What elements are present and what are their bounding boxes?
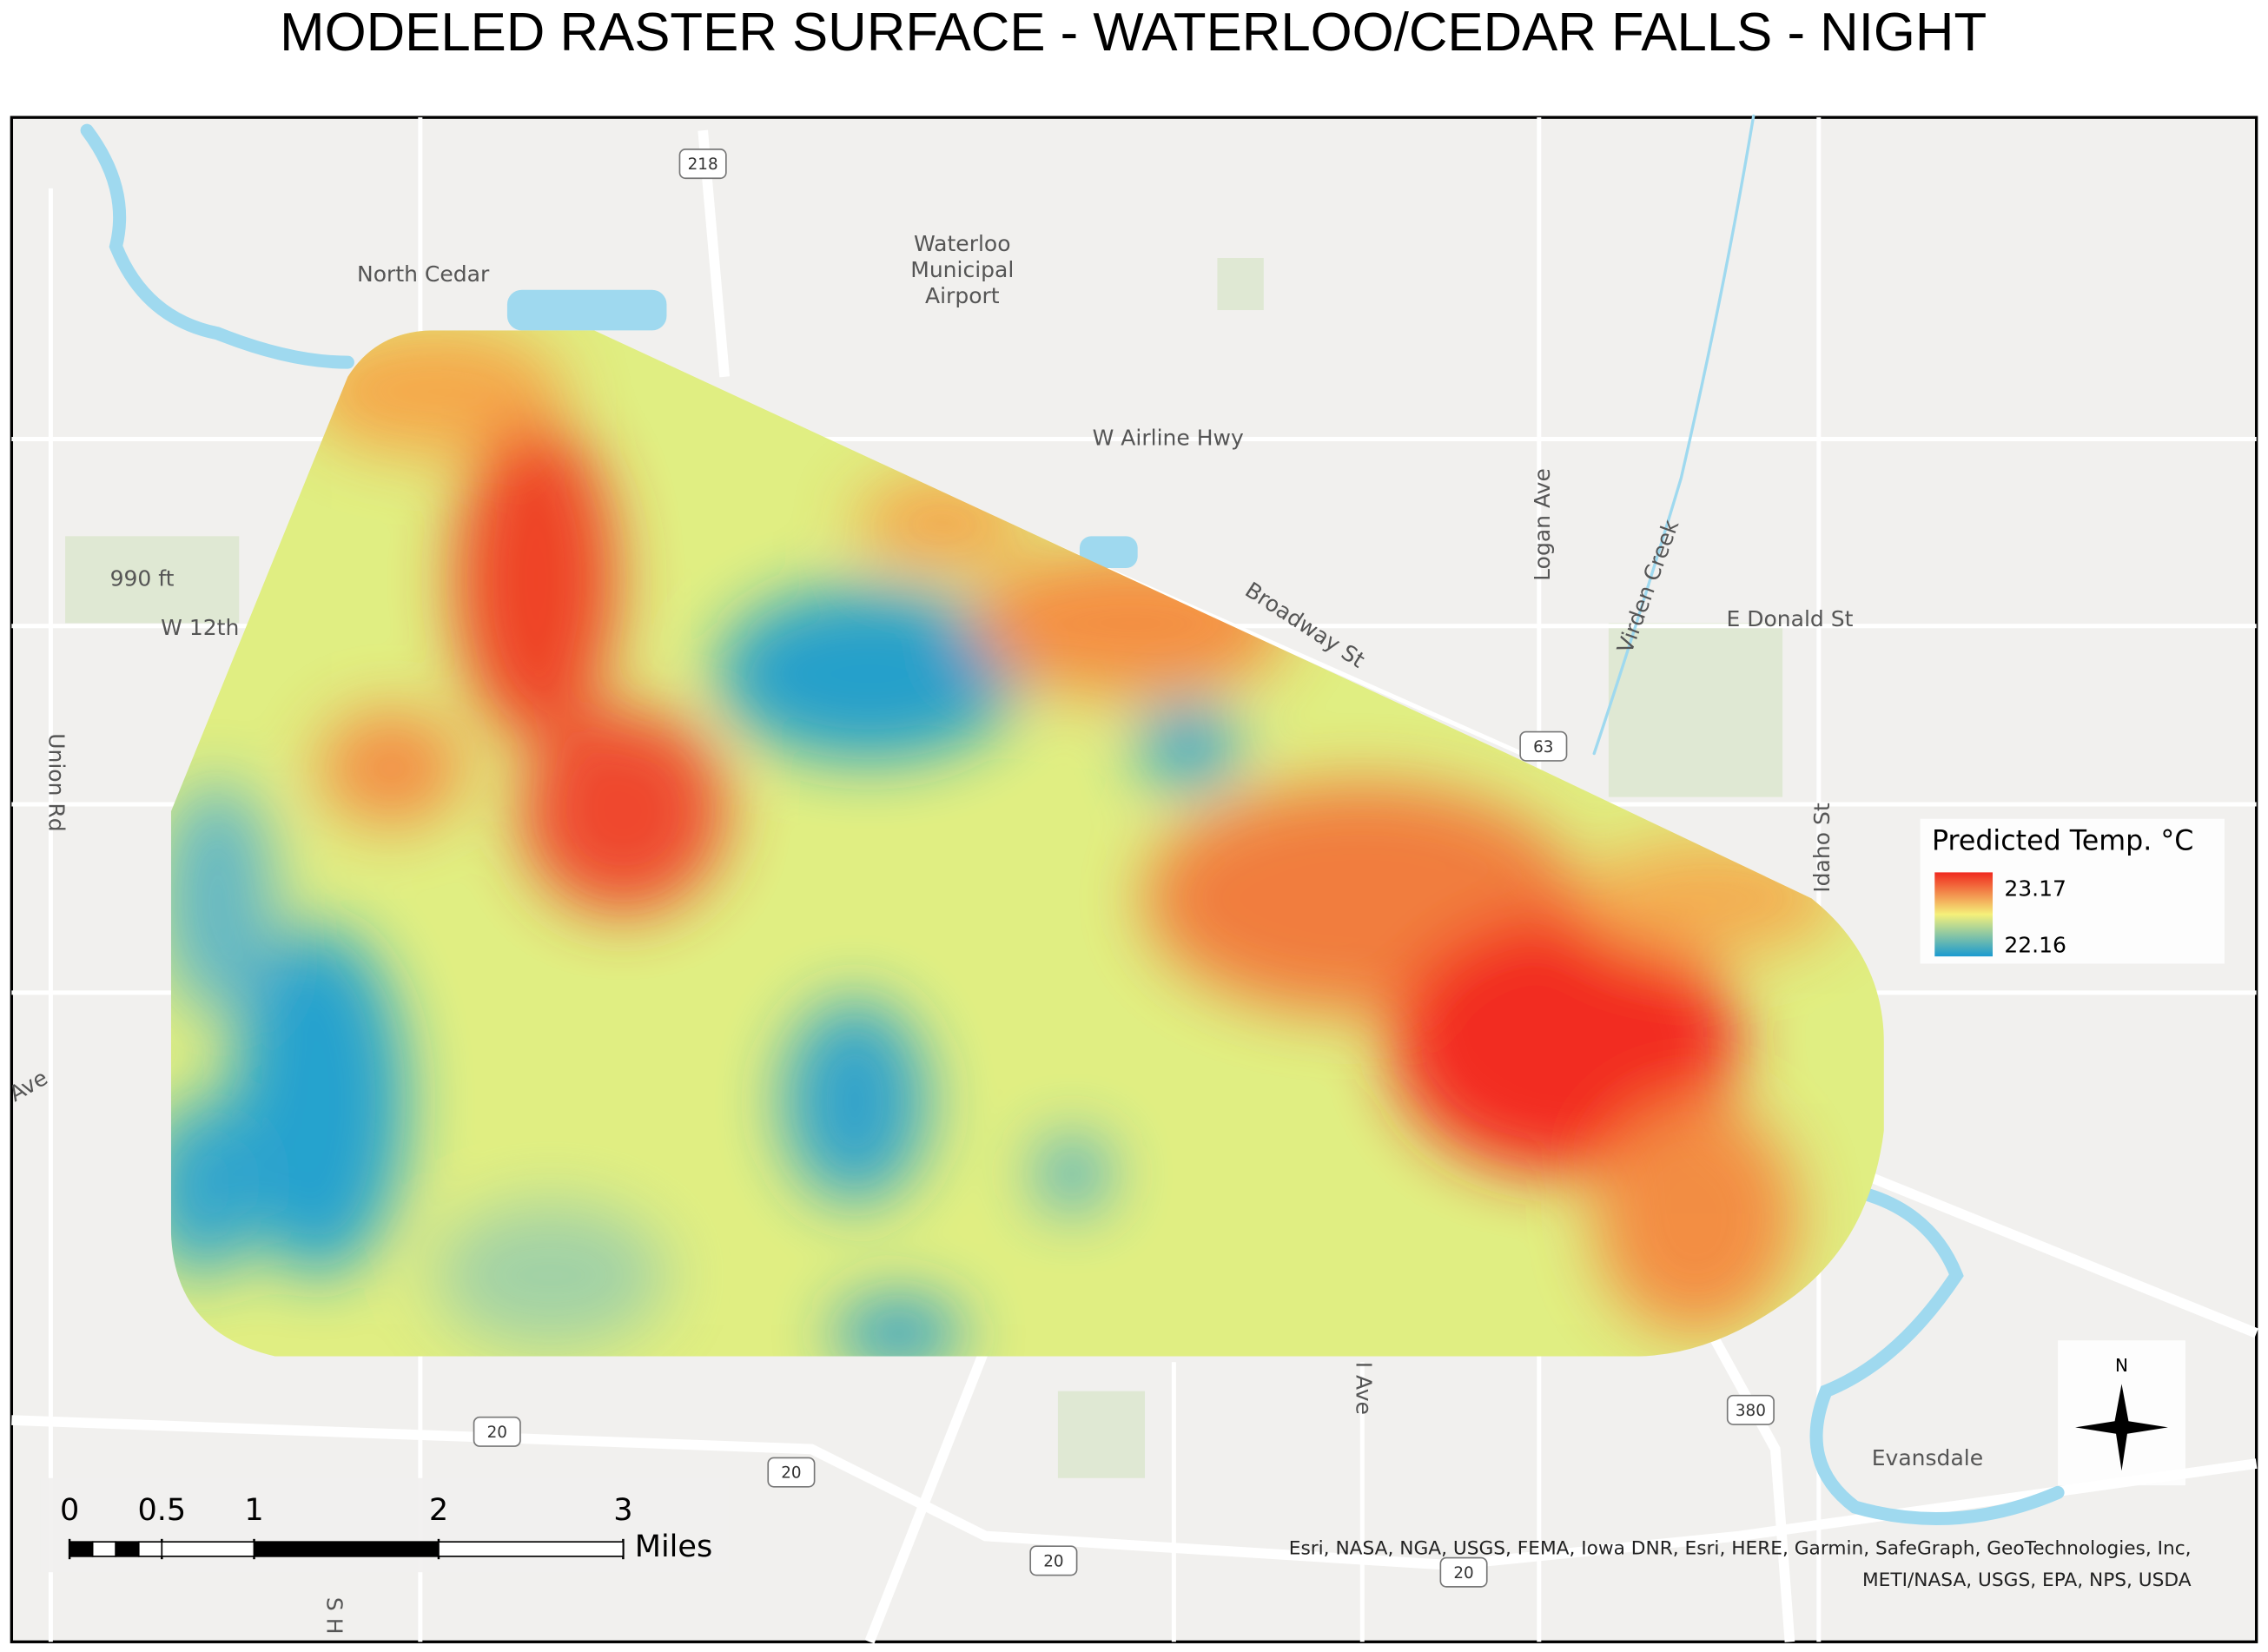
route-number: 20 — [781, 1464, 801, 1483]
scale-segment — [115, 1541, 140, 1557]
place-label: W Airline Hwy — [1093, 426, 1244, 451]
route-shield — [473, 1416, 521, 1447]
attribution-line: METI/NASA, USGS, EPA, NPS, USDA — [1862, 1569, 2192, 1591]
place-label: Logan Ave — [1530, 468, 1555, 581]
route-shield — [1029, 1545, 1078, 1576]
route-shield — [1726, 1394, 1775, 1425]
attribution-line: Esri, NASA, NGA, USGS, FEMA, Iowa DNR, E… — [1289, 1538, 2192, 1560]
route-shield — [1519, 730, 1568, 762]
legend-max: 23.17 — [2004, 876, 2066, 901]
route-number: 20 — [1453, 1564, 1473, 1583]
place-label: 990 ft — [110, 565, 175, 591]
scale-segment — [91, 1541, 117, 1557]
scale-segment — [161, 1541, 255, 1557]
legend-min: 22.16 — [2004, 932, 2066, 957]
airport-label: Waterloo — [914, 231, 1011, 256]
place-label: E Donald St — [1726, 606, 1853, 631]
legend: Predicted Temp. °C 23.17 22.16 — [1920, 818, 2225, 964]
scale-tick-label: 2 — [429, 1492, 448, 1528]
place-label: Idaho St — [1809, 803, 1835, 893]
route-number: 380 — [1736, 1402, 1766, 1420]
place-label: W 12th — [161, 615, 239, 640]
airport-label: Airport — [925, 283, 1000, 308]
route-number: 63 — [1533, 738, 1553, 757]
legend-ramp — [1934, 872, 1994, 957]
place-label: Union Rd — [43, 733, 69, 832]
route-number: 20 — [1043, 1553, 1063, 1571]
scale-segment — [137, 1541, 163, 1557]
route-shield — [1439, 1556, 1488, 1588]
attribution: Esri, NASA, NGA, USGS, FEMA, Iowa DNR, E… — [1289, 1538, 2192, 1592]
place-label: North Cedar — [357, 261, 490, 287]
place-label: I Ave — [1351, 1362, 1376, 1415]
compass: N — [2058, 1340, 2185, 1486]
scale-segment — [253, 1541, 440, 1557]
scale-unit: Miles — [635, 1529, 712, 1564]
compass-label: N — [2115, 1355, 2128, 1376]
route-shield — [678, 149, 727, 180]
airport-label: Municipal — [910, 257, 1014, 282]
scale-tick-label: 1 — [244, 1492, 263, 1528]
legend-title: Predicted Temp. °C — [1932, 825, 2193, 856]
place-label: Evansdale — [1872, 1445, 1983, 1470]
scale-tick-label: 3 — [613, 1492, 632, 1528]
scale-segment — [438, 1541, 625, 1557]
route-number: 20 — [487, 1424, 507, 1442]
map-title: MODELED RASTER SURFACE - WATERLOO/CEDAR … — [280, 3, 1987, 63]
place-label: S H — [322, 1597, 347, 1635]
scale-tick-label: 0 — [60, 1492, 79, 1528]
scale-tick-label: 0.5 — [137, 1492, 186, 1528]
route-number: 218 — [688, 155, 718, 174]
scale-segment — [69, 1541, 94, 1557]
route-shield — [767, 1457, 816, 1488]
